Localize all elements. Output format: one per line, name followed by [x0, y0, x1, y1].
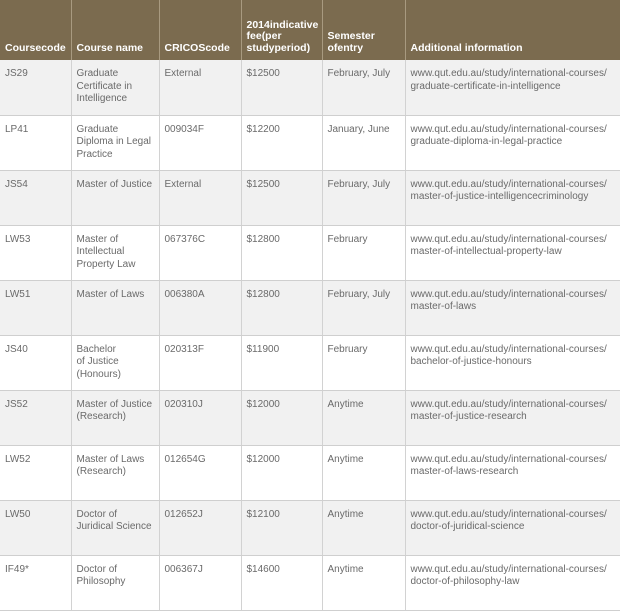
- cell-indicative-fee: $11900: [241, 335, 323, 391]
- table-row: JS52 Master of Justice (Research) 020310J $1…: [0, 390, 620, 446]
- cell-cricos-code: 012652J: [159, 500, 242, 556]
- cell-additional-information: www.qut.edu.au/study/international-cours…: [405, 555, 620, 611]
- column-header-course-code: Coursecode: [0, 0, 72, 60]
- table-row: JS54 Master of Justice External $12500 Febru…: [0, 170, 620, 226]
- cell-course-code: LW53: [0, 225, 72, 281]
- cell-semester-of-entry: February: [322, 225, 406, 281]
- cell-cricos-code: External: [159, 170, 242, 226]
- cell-course-code: JS29: [0, 60, 72, 116]
- table-row: IF49* Doctor of Philosophy 006367J $14600 Any…: [0, 555, 620, 611]
- cell-additional-information: www.qut.edu.au/study/international-cours…: [405, 390, 620, 446]
- cell-indicative-fee: $12800: [241, 225, 323, 281]
- cell-cricos-code: 067376C: [159, 225, 242, 281]
- cell-indicative-fee: $12000: [241, 390, 323, 446]
- cell-cricos-code: 020313F: [159, 335, 242, 391]
- table-row: JS40 Bachelor of Justice (Honours) 020313F $1…: [0, 335, 620, 391]
- cell-course-name: Master of Laws (Research): [71, 445, 160, 501]
- cell-course-name: Master of Intellectual Property Law: [71, 225, 160, 281]
- cell-semester-of-entry: Anytime: [322, 445, 406, 501]
- cell-indicative-fee: $14600: [241, 555, 323, 611]
- cell-course-code: LP41: [0, 115, 72, 171]
- cell-course-name: Master of Justice (Research): [71, 390, 160, 446]
- cell-indicative-fee: $12500: [241, 60, 323, 116]
- cell-semester-of-entry: January, June: [322, 115, 406, 171]
- cell-course-name: Graduate Diploma in Legal Practice: [71, 115, 160, 171]
- cell-additional-information: www.qut.edu.au/study/international-cours…: [405, 335, 620, 391]
- cell-indicative-fee: $12100: [241, 500, 323, 556]
- cell-course-name: Bachelor of Justice (Honours): [71, 335, 160, 391]
- cell-course-name: Master of Laws: [71, 280, 160, 336]
- table-row: JS29 Graduate Certificate in Intelligence Ex…: [0, 60, 620, 116]
- cell-course-name: Doctor of Philosophy: [71, 555, 160, 611]
- cell-semester-of-entry: February, July: [322, 170, 406, 226]
- header-row: Coursecode Course name CRICOScode 2014indic…: [0, 0, 620, 60]
- cell-cricos-code: 006367J: [159, 555, 242, 611]
- cell-course-code: JS52: [0, 390, 72, 446]
- cell-semester-of-entry: February, July: [322, 60, 406, 116]
- column-header-cricos-code: CRICOScode: [159, 0, 242, 60]
- cell-course-code: IF49*: [0, 555, 72, 611]
- cell-indicative-fee: $12200: [241, 115, 323, 171]
- column-header-course-name: Course name: [71, 0, 160, 60]
- cell-course-name: Graduate Certificate in Intelligence: [71, 60, 160, 116]
- table-row: LW52 Master of Laws (Research) 012654G $1200…: [0, 445, 620, 501]
- column-header-semester-of-entry: Semester ofentry: [322, 0, 406, 60]
- cell-semester-of-entry: Anytime: [322, 555, 406, 611]
- cell-semester-of-entry: February: [322, 335, 406, 391]
- cell-course-code: JS54: [0, 170, 72, 226]
- cell-course-code: LW50: [0, 500, 72, 556]
- cell-cricos-code: 009034F: [159, 115, 242, 171]
- cell-additional-information: www.qut.edu.au/study/international-cours…: [405, 500, 620, 556]
- cell-additional-information: www.qut.edu.au/study/international-cours…: [405, 445, 620, 501]
- cell-cricos-code: 012654G: [159, 445, 242, 501]
- cell-additional-information: www.qut.edu.au/study/international-cours…: [405, 60, 620, 116]
- cell-indicative-fee: $12000: [241, 445, 323, 501]
- cell-additional-information: www.qut.edu.au/study/international-cours…: [405, 225, 620, 281]
- column-header-indicative-fee: 2014indicative fee(per studyperiod): [241, 0, 323, 60]
- cell-course-code: LW52: [0, 445, 72, 501]
- cell-course-code: LW51: [0, 280, 72, 336]
- table-header: Coursecode Course name CRICOScode 2014indic…: [0, 0, 620, 60]
- cell-course-name: Master of Justice: [71, 170, 160, 226]
- table-row: LW51 Master of Laws 006380A $12800 February,…: [0, 280, 620, 336]
- cell-cricos-code: 006380A: [159, 280, 242, 336]
- cell-cricos-code: External: [159, 60, 242, 116]
- cell-semester-of-entry: Anytime: [322, 500, 406, 556]
- cell-semester-of-entry: February, July: [322, 280, 406, 336]
- cell-indicative-fee: $12500: [241, 170, 323, 226]
- cell-semester-of-entry: Anytime: [322, 390, 406, 446]
- table-row: LP41 Graduate Diploma in Legal Practice 0090…: [0, 115, 620, 171]
- cell-additional-information: www.qut.edu.au/study/international-cours…: [405, 170, 620, 226]
- table-row: LW53 Master of Intellectual Property Law 067…: [0, 225, 620, 281]
- cell-cricos-code: 020310J: [159, 390, 242, 446]
- cell-course-name: Doctor of Juridical Science: [71, 500, 160, 556]
- cell-additional-information: www.qut.edu.au/study/international-cours…: [405, 280, 620, 336]
- column-header-additional-information: Additional information: [405, 0, 620, 60]
- cell-additional-information: www.qut.edu.au/study/international-cours…: [405, 115, 620, 171]
- table-row: LW50 Doctor of Juridical Science 012652J $12…: [0, 500, 620, 556]
- cell-indicative-fee: $12800: [241, 280, 323, 336]
- table-body: JS29 Graduate Certificate in Intelligence Ex…: [0, 60, 620, 611]
- cell-course-code: JS40: [0, 335, 72, 391]
